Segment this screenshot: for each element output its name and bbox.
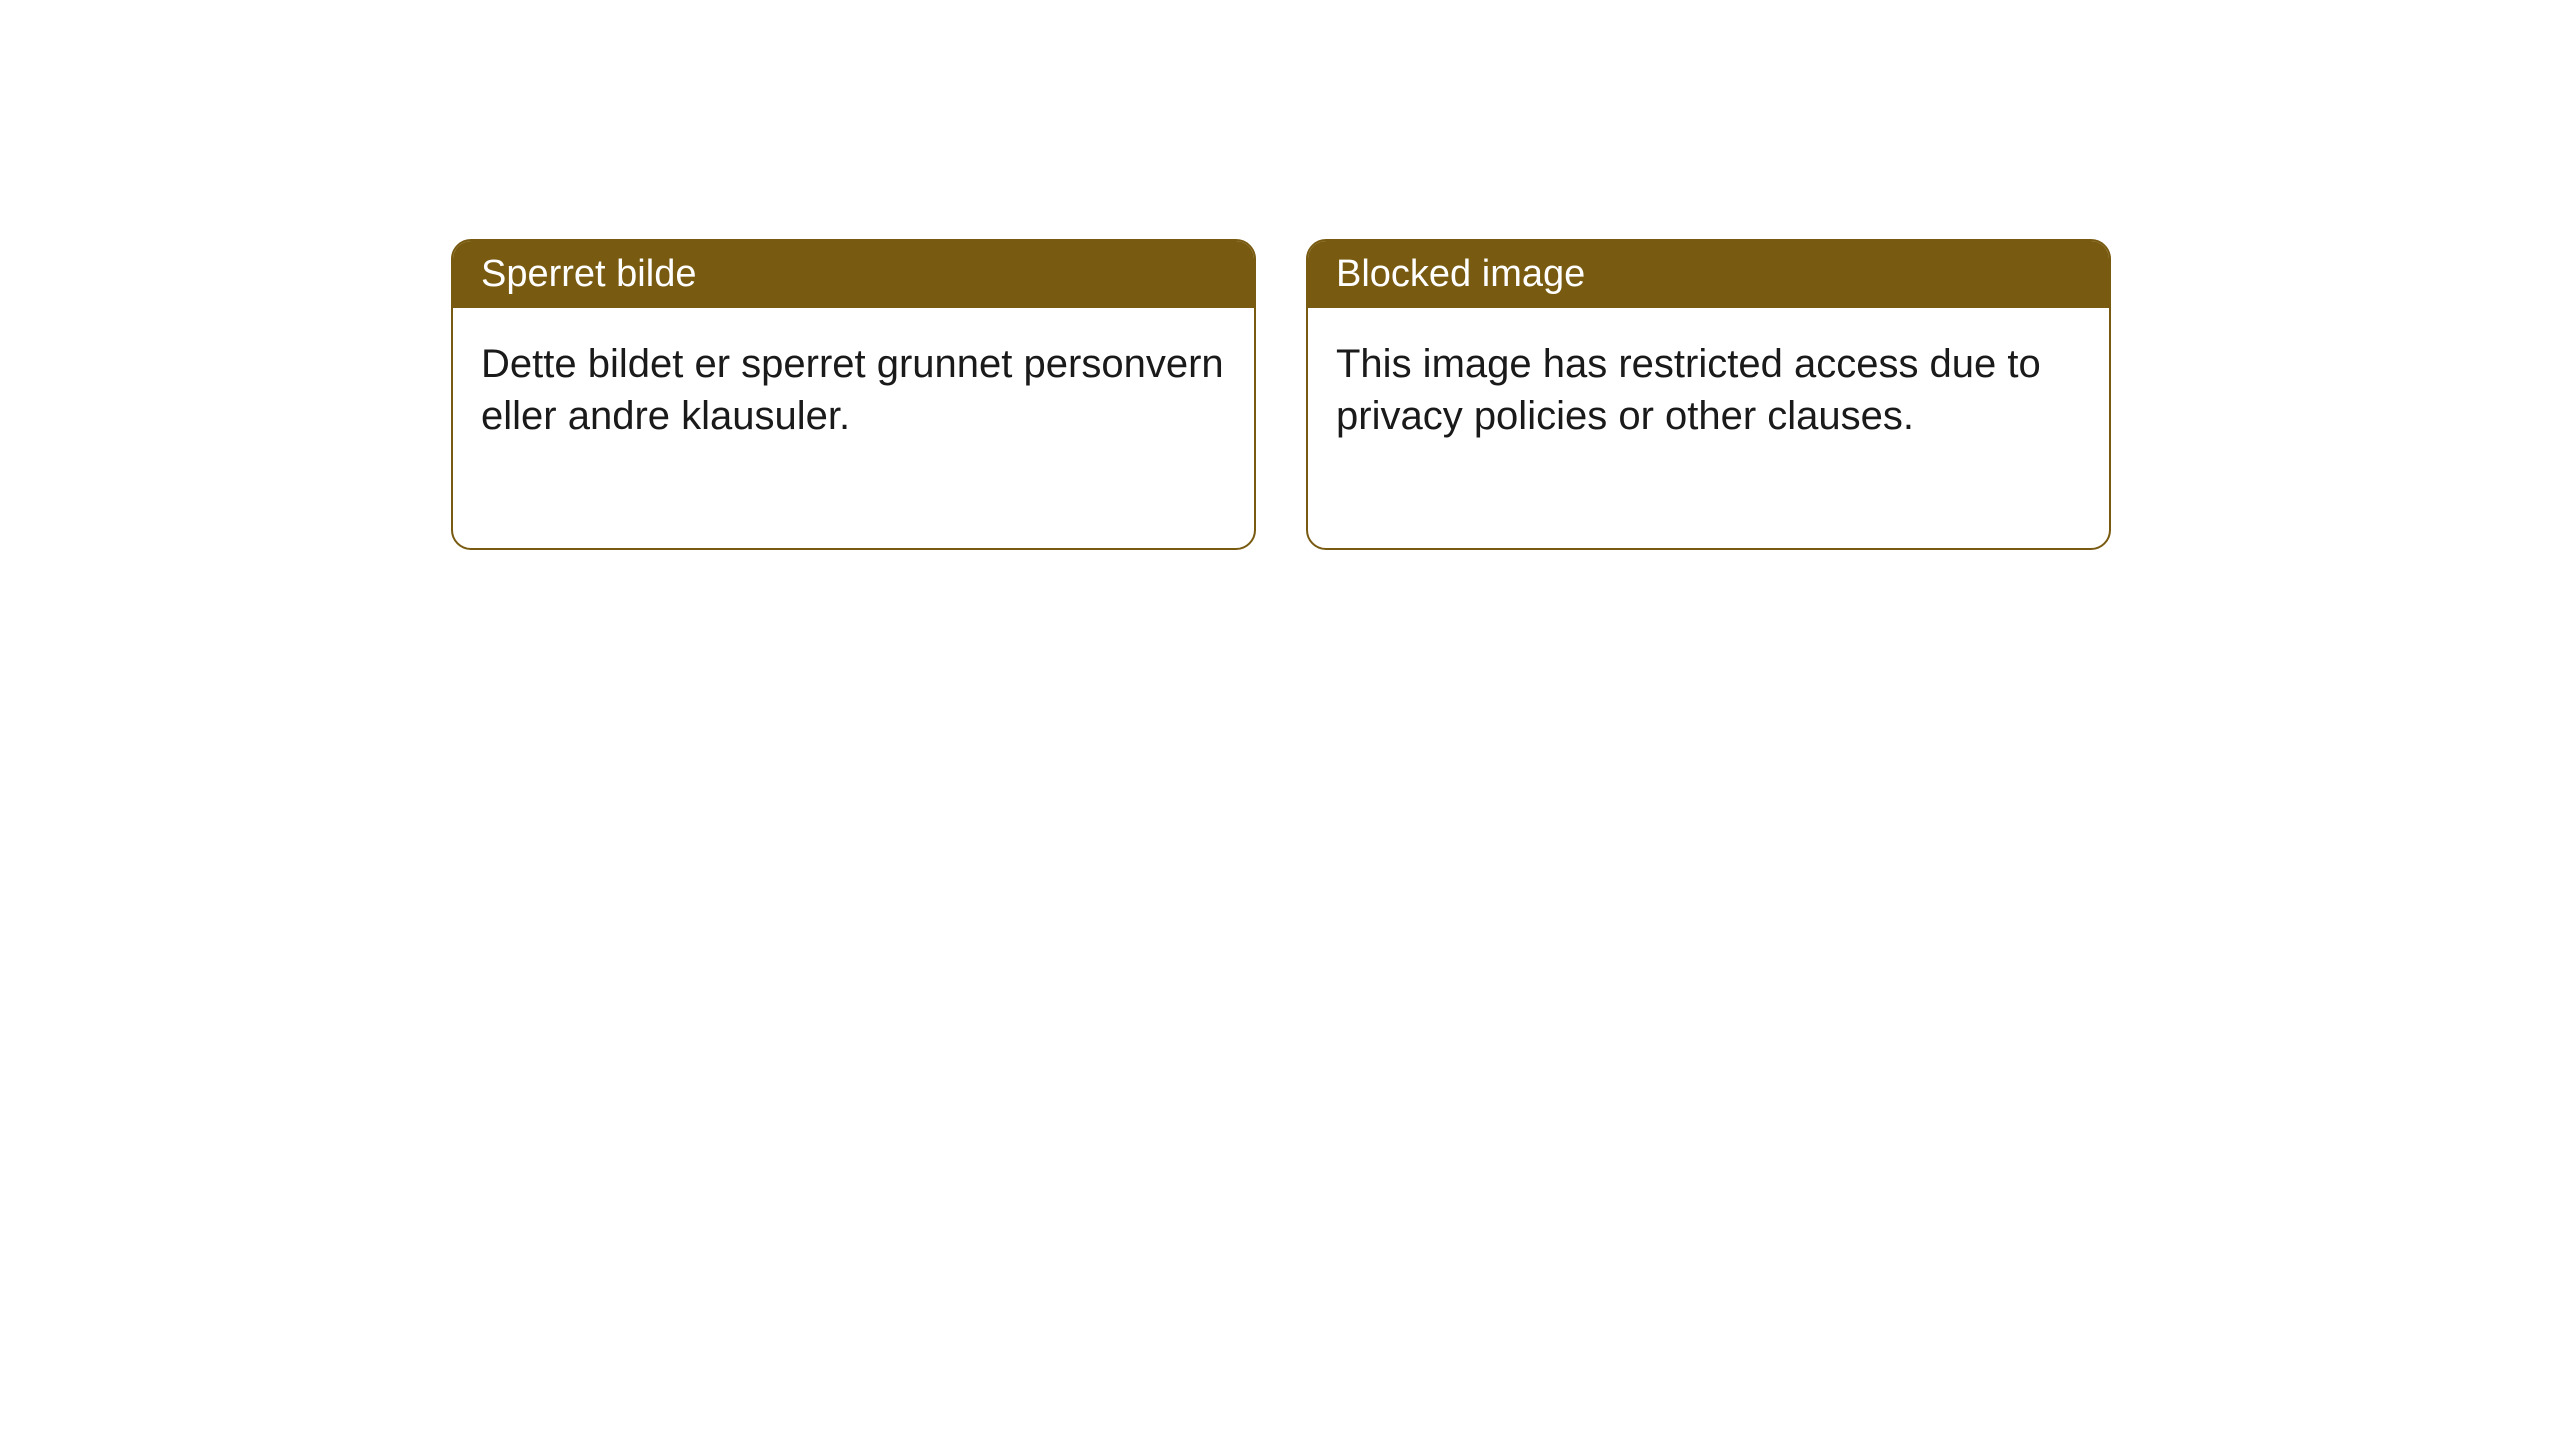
notice-body-norwegian: Dette bildet er sperret grunnet personve… <box>453 308 1254 548</box>
notice-card-english: Blocked image This image has restricted … <box>1306 239 2111 550</box>
notice-body-english: This image has restricted access due to … <box>1308 308 2109 548</box>
notice-title-english: Blocked image <box>1308 241 2109 308</box>
notice-container: Sperret bilde Dette bildet er sperret gr… <box>0 0 2560 550</box>
notice-card-norwegian: Sperret bilde Dette bildet er sperret gr… <box>451 239 1256 550</box>
notice-title-norwegian: Sperret bilde <box>453 241 1254 308</box>
